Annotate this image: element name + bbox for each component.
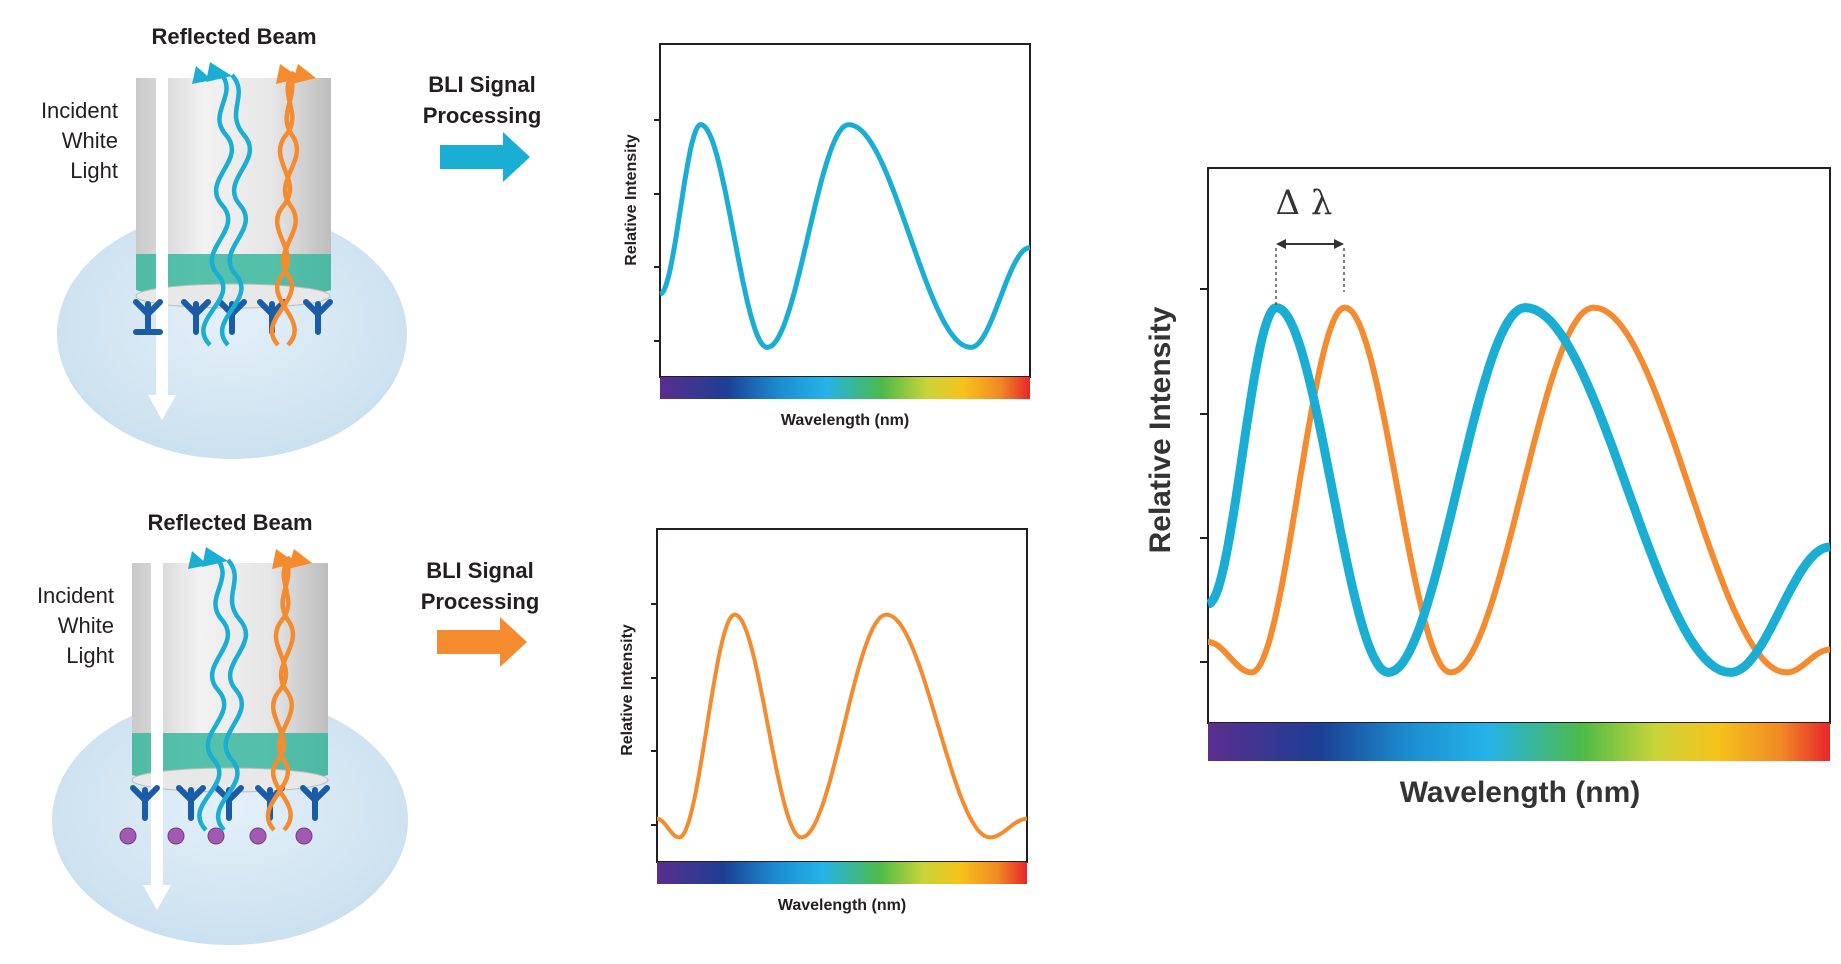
reflected-beam-label-top: Reflected Beam (151, 24, 316, 49)
reflected-blue-beam (197, 555, 249, 832)
svg-text:Light: Light (66, 643, 114, 668)
x-axis-label: Wavelength (nm) (778, 897, 906, 914)
antibody-row (133, 299, 333, 335)
incident-light-label-top: Incident White Light (41, 98, 118, 183)
spectrum-bar (1208, 723, 1830, 761)
reflected-blue-beam (201, 70, 253, 347)
reflected-beam-label-bottom: Reflected Beam (147, 510, 312, 535)
shift-annotation: Δ λ (1275, 183, 1345, 305)
top-biosensor (57, 62, 407, 459)
svg-text:Incident: Incident (41, 98, 118, 123)
chart-frame (1207, 167, 1831, 724)
y-axis-label: Relative Intensity (619, 624, 636, 756)
svg-text:Light: Light (70, 158, 118, 183)
series-line-orange (657, 612, 1027, 840)
y-axis-label: Relative Intensity (1144, 306, 1177, 553)
y-ticks (1200, 288, 1208, 663)
incident-beam (151, 563, 163, 888)
reflected-orange-beam (265, 555, 296, 832)
y-axis-label: Relative Intensity (623, 134, 640, 266)
svg-text:Incident: Incident (37, 583, 114, 608)
chart-comparison: Δ λ Wavelength (nm) Relative Intensity (1144, 167, 1831, 809)
delta-lambda-label: Δ λ (1276, 183, 1333, 223)
svg-text:Processing: Processing (423, 103, 542, 128)
chart-bottom: Wavelength (nm) Relative Intensity (619, 528, 1028, 914)
bottom-biosensor (52, 547, 408, 945)
series-line-orange (1208, 304, 1830, 676)
spectrum-bar (660, 377, 1030, 399)
bli-processing-bottom: BLI Signal Processing (421, 558, 540, 667)
spectrum-bar (657, 862, 1027, 884)
antibody-row (130, 785, 330, 821)
series-line-blue (1206, 302, 1831, 677)
svg-text:White: White (58, 613, 114, 638)
processing-arrow-bottom (437, 617, 527, 667)
reflected-orange-beam (269, 70, 300, 347)
x-axis-label: Wavelength (nm) (1400, 776, 1641, 809)
x-axis-label: Wavelength (nm) (781, 412, 909, 429)
bli-processing-top: BLI Signal Processing (423, 72, 542, 182)
processing-arrow-top (440, 132, 530, 182)
y-ticks (654, 119, 660, 342)
analyte-molecules (119, 827, 313, 845)
chart-top: Wavelength (nm) Relative Intensity (623, 43, 1031, 429)
incident-beam (156, 78, 168, 398)
svg-text:White: White (62, 128, 118, 153)
incident-light-label-bottom: Incident White Light (37, 583, 114, 668)
svg-text:BLI Signal: BLI Signal (428, 72, 536, 97)
svg-text:Processing: Processing (421, 589, 540, 614)
chart-frame (659, 43, 1031, 378)
y-ticks (651, 603, 657, 826)
svg-text:BLI Signal: BLI Signal (426, 558, 534, 583)
series-line-blue (659, 122, 1031, 350)
